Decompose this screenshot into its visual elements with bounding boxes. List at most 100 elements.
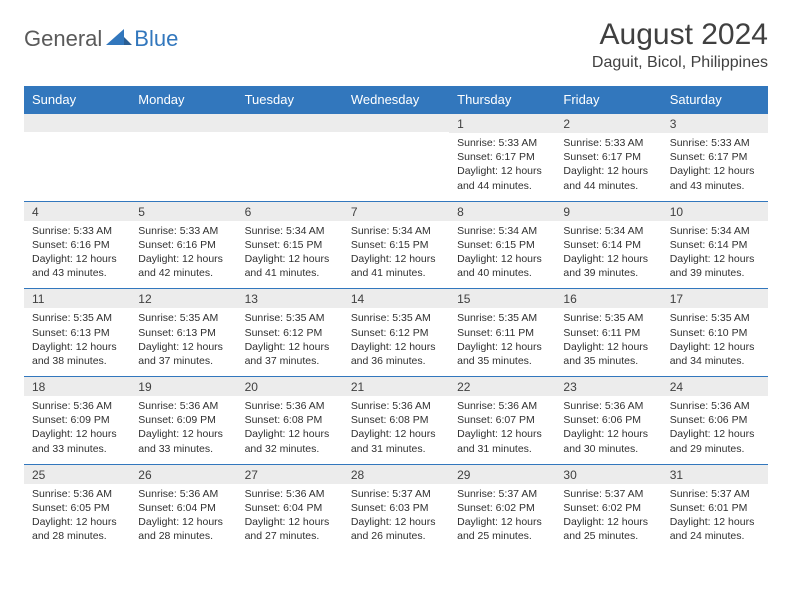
calendar-day-cell: 4Sunrise: 5:33 AMSunset: 6:16 PMDaylight… (24, 201, 130, 289)
calendar-day-cell: 13Sunrise: 5:35 AMSunset: 6:12 PMDayligh… (237, 289, 343, 377)
day-number-empty (343, 114, 449, 132)
header: General Blue August 2024 Daguit, Bicol, … (24, 18, 768, 72)
day-number: 11 (24, 289, 130, 308)
day-number: 10 (662, 202, 768, 221)
day-number: 22 (449, 377, 555, 396)
calendar-day-cell: 25Sunrise: 5:36 AMSunset: 6:05 PMDayligh… (24, 464, 130, 551)
title-block: August 2024 Daguit, Bicol, Philippines (592, 18, 768, 72)
day-details: Sunrise: 5:34 AMSunset: 6:14 PMDaylight:… (662, 221, 768, 289)
day-header: Friday (555, 86, 661, 114)
day-body-empty (343, 132, 449, 184)
calendar-day-cell: 23Sunrise: 5:36 AMSunset: 6:06 PMDayligh… (555, 377, 661, 465)
location: Daguit, Bicol, Philippines (592, 54, 768, 72)
calendar-day-cell: 22Sunrise: 5:36 AMSunset: 6:07 PMDayligh… (449, 377, 555, 465)
day-details: Sunrise: 5:35 AMSunset: 6:11 PMDaylight:… (555, 308, 661, 376)
day-details: Sunrise: 5:35 AMSunset: 6:10 PMDaylight:… (662, 308, 768, 376)
calendar-day-cell: 29Sunrise: 5:37 AMSunset: 6:02 PMDayligh… (449, 464, 555, 551)
calendar-day-cell: 27Sunrise: 5:36 AMSunset: 6:04 PMDayligh… (237, 464, 343, 551)
day-details: Sunrise: 5:37 AMSunset: 6:02 PMDaylight:… (555, 484, 661, 552)
day-number: 14 (343, 289, 449, 308)
day-details: Sunrise: 5:33 AMSunset: 6:16 PMDaylight:… (130, 221, 236, 289)
day-header: Wednesday (343, 86, 449, 114)
day-details: Sunrise: 5:37 AMSunset: 6:03 PMDaylight:… (343, 484, 449, 552)
day-details: Sunrise: 5:36 AMSunset: 6:06 PMDaylight:… (555, 396, 661, 464)
day-header: Sunday (24, 86, 130, 114)
day-number: 18 (24, 377, 130, 396)
calendar-day-cell: 8Sunrise: 5:34 AMSunset: 6:15 PMDaylight… (449, 201, 555, 289)
day-details: Sunrise: 5:34 AMSunset: 6:15 PMDaylight:… (343, 221, 449, 289)
calendar-day-cell: 14Sunrise: 5:35 AMSunset: 6:12 PMDayligh… (343, 289, 449, 377)
day-details: Sunrise: 5:36 AMSunset: 6:09 PMDaylight:… (130, 396, 236, 464)
day-body-empty (130, 132, 236, 184)
day-number: 2 (555, 114, 661, 133)
day-details: Sunrise: 5:37 AMSunset: 6:01 PMDaylight:… (662, 484, 768, 552)
calendar-week-row: 1Sunrise: 5:33 AMSunset: 6:17 PMDaylight… (24, 114, 768, 202)
calendar-day-cell: 24Sunrise: 5:36 AMSunset: 6:06 PMDayligh… (662, 377, 768, 465)
calendar-table: SundayMondayTuesdayWednesdayThursdayFrid… (24, 86, 768, 551)
brand-triangle-icon (106, 27, 132, 52)
day-details: Sunrise: 5:36 AMSunset: 6:04 PMDaylight:… (130, 484, 236, 552)
day-details: Sunrise: 5:34 AMSunset: 6:15 PMDaylight:… (449, 221, 555, 289)
calendar-day-cell (343, 114, 449, 202)
month-title: August 2024 (592, 18, 768, 52)
day-number: 3 (662, 114, 768, 133)
day-number: 21 (343, 377, 449, 396)
calendar-day-cell: 18Sunrise: 5:36 AMSunset: 6:09 PMDayligh… (24, 377, 130, 465)
calendar-day-cell: 17Sunrise: 5:35 AMSunset: 6:10 PMDayligh… (662, 289, 768, 377)
day-header: Monday (130, 86, 236, 114)
day-number: 28 (343, 465, 449, 484)
day-number: 5 (130, 202, 236, 221)
day-body-empty (24, 132, 130, 184)
calendar-day-cell: 2Sunrise: 5:33 AMSunset: 6:17 PMDaylight… (555, 114, 661, 202)
day-details: Sunrise: 5:35 AMSunset: 6:12 PMDaylight:… (237, 308, 343, 376)
calendar-day-cell (237, 114, 343, 202)
calendar-day-cell: 30Sunrise: 5:37 AMSunset: 6:02 PMDayligh… (555, 464, 661, 551)
calendar-day-cell: 6Sunrise: 5:34 AMSunset: 6:15 PMDaylight… (237, 201, 343, 289)
day-number: 19 (130, 377, 236, 396)
day-number-empty (130, 114, 236, 132)
day-details: Sunrise: 5:36 AMSunset: 6:07 PMDaylight:… (449, 396, 555, 464)
calendar-day-cell: 10Sunrise: 5:34 AMSunset: 6:14 PMDayligh… (662, 201, 768, 289)
day-number: 1 (449, 114, 555, 133)
calendar-day-cell: 3Sunrise: 5:33 AMSunset: 6:17 PMDaylight… (662, 114, 768, 202)
calendar-day-cell: 15Sunrise: 5:35 AMSunset: 6:11 PMDayligh… (449, 289, 555, 377)
calendar-day-cell: 7Sunrise: 5:34 AMSunset: 6:15 PMDaylight… (343, 201, 449, 289)
day-number: 9 (555, 202, 661, 221)
day-number: 30 (555, 465, 661, 484)
day-details: Sunrise: 5:35 AMSunset: 6:12 PMDaylight:… (343, 308, 449, 376)
day-number: 27 (237, 465, 343, 484)
brand-general: General (24, 26, 102, 52)
day-details: Sunrise: 5:36 AMSunset: 6:06 PMDaylight:… (662, 396, 768, 464)
calendar-day-cell (24, 114, 130, 202)
calendar-week-row: 25Sunrise: 5:36 AMSunset: 6:05 PMDayligh… (24, 464, 768, 551)
day-details: Sunrise: 5:33 AMSunset: 6:17 PMDaylight:… (555, 133, 661, 201)
day-number-empty (24, 114, 130, 132)
day-number: 15 (449, 289, 555, 308)
calendar-week-row: 18Sunrise: 5:36 AMSunset: 6:09 PMDayligh… (24, 377, 768, 465)
day-details: Sunrise: 5:34 AMSunset: 6:15 PMDaylight:… (237, 221, 343, 289)
day-number: 29 (449, 465, 555, 484)
calendar-day-cell: 28Sunrise: 5:37 AMSunset: 6:03 PMDayligh… (343, 464, 449, 551)
day-details: Sunrise: 5:33 AMSunset: 6:17 PMDaylight:… (449, 133, 555, 201)
calendar-day-cell: 26Sunrise: 5:36 AMSunset: 6:04 PMDayligh… (130, 464, 236, 551)
calendar-week-row: 11Sunrise: 5:35 AMSunset: 6:13 PMDayligh… (24, 289, 768, 377)
day-details: Sunrise: 5:36 AMSunset: 6:04 PMDaylight:… (237, 484, 343, 552)
calendar-body: 1Sunrise: 5:33 AMSunset: 6:17 PMDaylight… (24, 114, 768, 552)
day-details: Sunrise: 5:33 AMSunset: 6:17 PMDaylight:… (662, 133, 768, 201)
day-number-empty (237, 114, 343, 132)
day-number: 7 (343, 202, 449, 221)
day-number: 26 (130, 465, 236, 484)
day-number: 17 (662, 289, 768, 308)
brand-blue: Blue (134, 26, 178, 52)
day-number: 23 (555, 377, 661, 396)
day-number: 20 (237, 377, 343, 396)
day-header: Saturday (662, 86, 768, 114)
day-details: Sunrise: 5:36 AMSunset: 6:05 PMDaylight:… (24, 484, 130, 552)
day-details: Sunrise: 5:34 AMSunset: 6:14 PMDaylight:… (555, 221, 661, 289)
day-number: 31 (662, 465, 768, 484)
day-details: Sunrise: 5:35 AMSunset: 6:11 PMDaylight:… (449, 308, 555, 376)
calendar-header-row: SundayMondayTuesdayWednesdayThursdayFrid… (24, 86, 768, 114)
day-number: 16 (555, 289, 661, 308)
day-number: 8 (449, 202, 555, 221)
day-details: Sunrise: 5:33 AMSunset: 6:16 PMDaylight:… (24, 221, 130, 289)
